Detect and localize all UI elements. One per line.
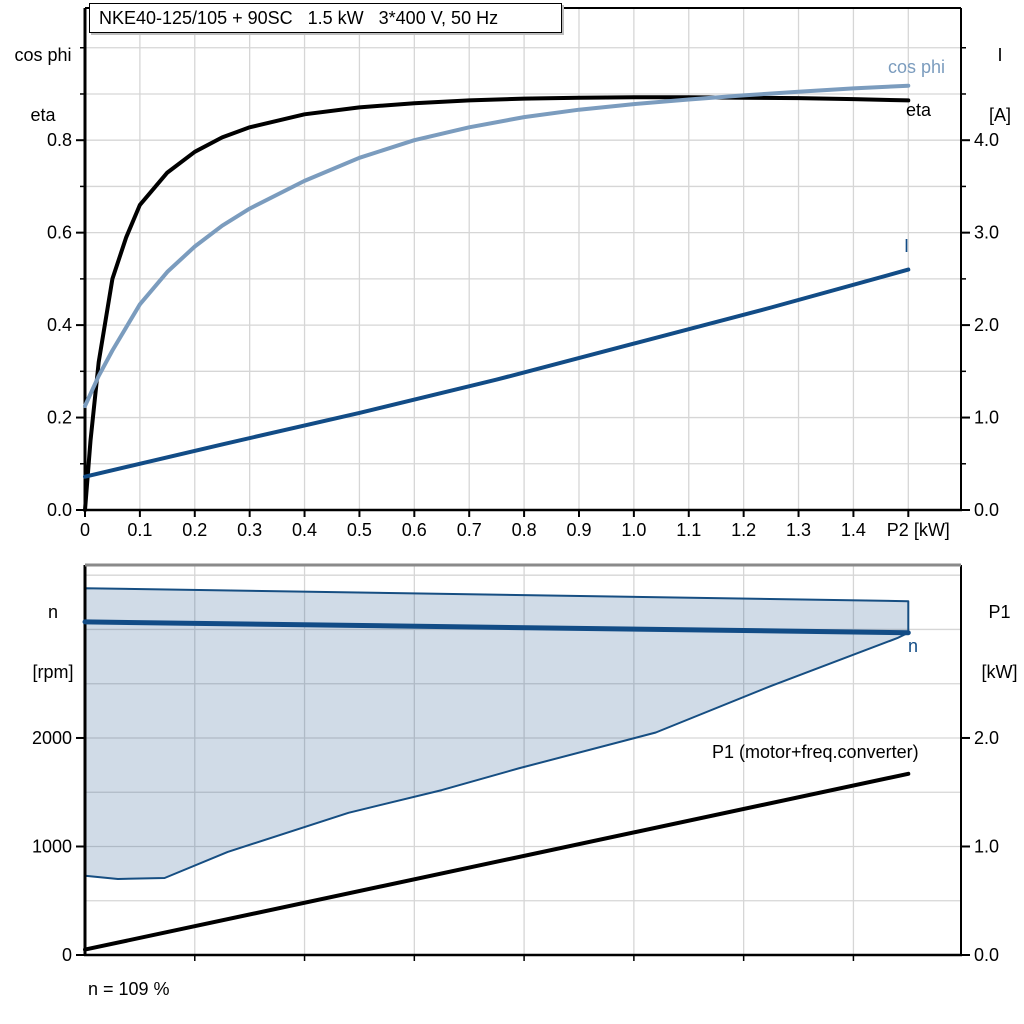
series-n [82, 619, 911, 636]
axis-header-eta: eta [30, 105, 56, 125]
tick-label: 1.1 [676, 520, 701, 540]
curve-label-current: I [904, 236, 910, 256]
series-P1 [83, 771, 911, 952]
tick-label: 3.0 [974, 223, 999, 243]
axis-header-current: I [997, 45, 1003, 65]
tick-label: 2.0 [974, 728, 999, 748]
tick-label: P2 [kW] [887, 520, 950, 540]
tick-label: 0.6 [47, 223, 72, 243]
axis-header-speed-unit: [rpm] [32, 662, 74, 682]
tick-label: 1.2 [731, 520, 756, 540]
axis-header-p1: P1 [988, 602, 1011, 622]
top-chart: 0.0 0.2 0.4 0.6 0.8 0.0 1.0 2.0 3.0 4.0 0 0.1 0.2 0.3… [47, 7, 999, 540]
tick-label: 0.7 [457, 520, 482, 540]
tick-label: 0.2 [182, 520, 207, 540]
tick-label: 0.5 [347, 520, 372, 540]
tick-label: 0.8 [47, 130, 72, 150]
tick-label: 0.1 [127, 520, 152, 540]
top-left-axis-header: cos phi eta [4, 5, 82, 145]
tick-label: 2.0 [974, 315, 999, 335]
curve-label-speed: n [908, 636, 919, 656]
series-I [83, 267, 911, 479]
tick-label: 0.2 [47, 408, 72, 428]
tick-label: 4.0 [974, 130, 999, 150]
axis-header-p1-unit: [kW] [981, 662, 1018, 682]
curve-label-cos-phi: cos phi [888, 57, 946, 77]
axis-header-current-unit: [A] [988, 105, 1011, 125]
tick-label: 1.4 [841, 520, 866, 540]
tick-label: 0.4 [47, 315, 72, 335]
tick-label: 1.3 [786, 520, 811, 540]
tick-label: 0.4 [292, 520, 317, 540]
chart-title-box: NKE40-125/105 + 90SC 1.5 kW 3*400 V, 50 … [89, 3, 562, 33]
tick-label: 0.6 [402, 520, 427, 540]
tick-label: 0.0 [974, 945, 999, 965]
tick-label: 1000 [32, 836, 72, 856]
axis-header-speed: n [47, 602, 58, 622]
tick-label: 1.0 [621, 520, 646, 540]
tick-label: 0 [80, 520, 90, 540]
tick-label: 0.8 [512, 520, 537, 540]
tick-label: 0 [62, 945, 72, 965]
tick-label: 1.0 [974, 836, 999, 856]
tick-label: 0.3 [237, 520, 262, 540]
tick-label: 0.0 [47, 500, 72, 520]
tick-label: 1.0 [974, 408, 999, 428]
curve-label-eta: eta [906, 100, 932, 120]
tick-label: 0.9 [566, 520, 591, 540]
axis-header-cos-phi: cos phi [14, 45, 72, 65]
curve-label-p1: P1 (motor+freq.converter) [712, 742, 919, 762]
top-right-axis-header: I [A] [977, 5, 1023, 145]
tick-label: 2000 [32, 728, 72, 748]
bottom-right-axis-header: P1 [kW] [975, 562, 1024, 702]
tick-label: 0.0 [974, 500, 999, 520]
bottom-left-axis-header: n [rpm] [20, 562, 86, 702]
bottom-chart: 0 1000 2000 0.0 1.0 2.0 [32, 563, 999, 965]
series-cos_phi [83, 83, 911, 408]
speed-percentage-note: n = 109 % [88, 979, 170, 999]
